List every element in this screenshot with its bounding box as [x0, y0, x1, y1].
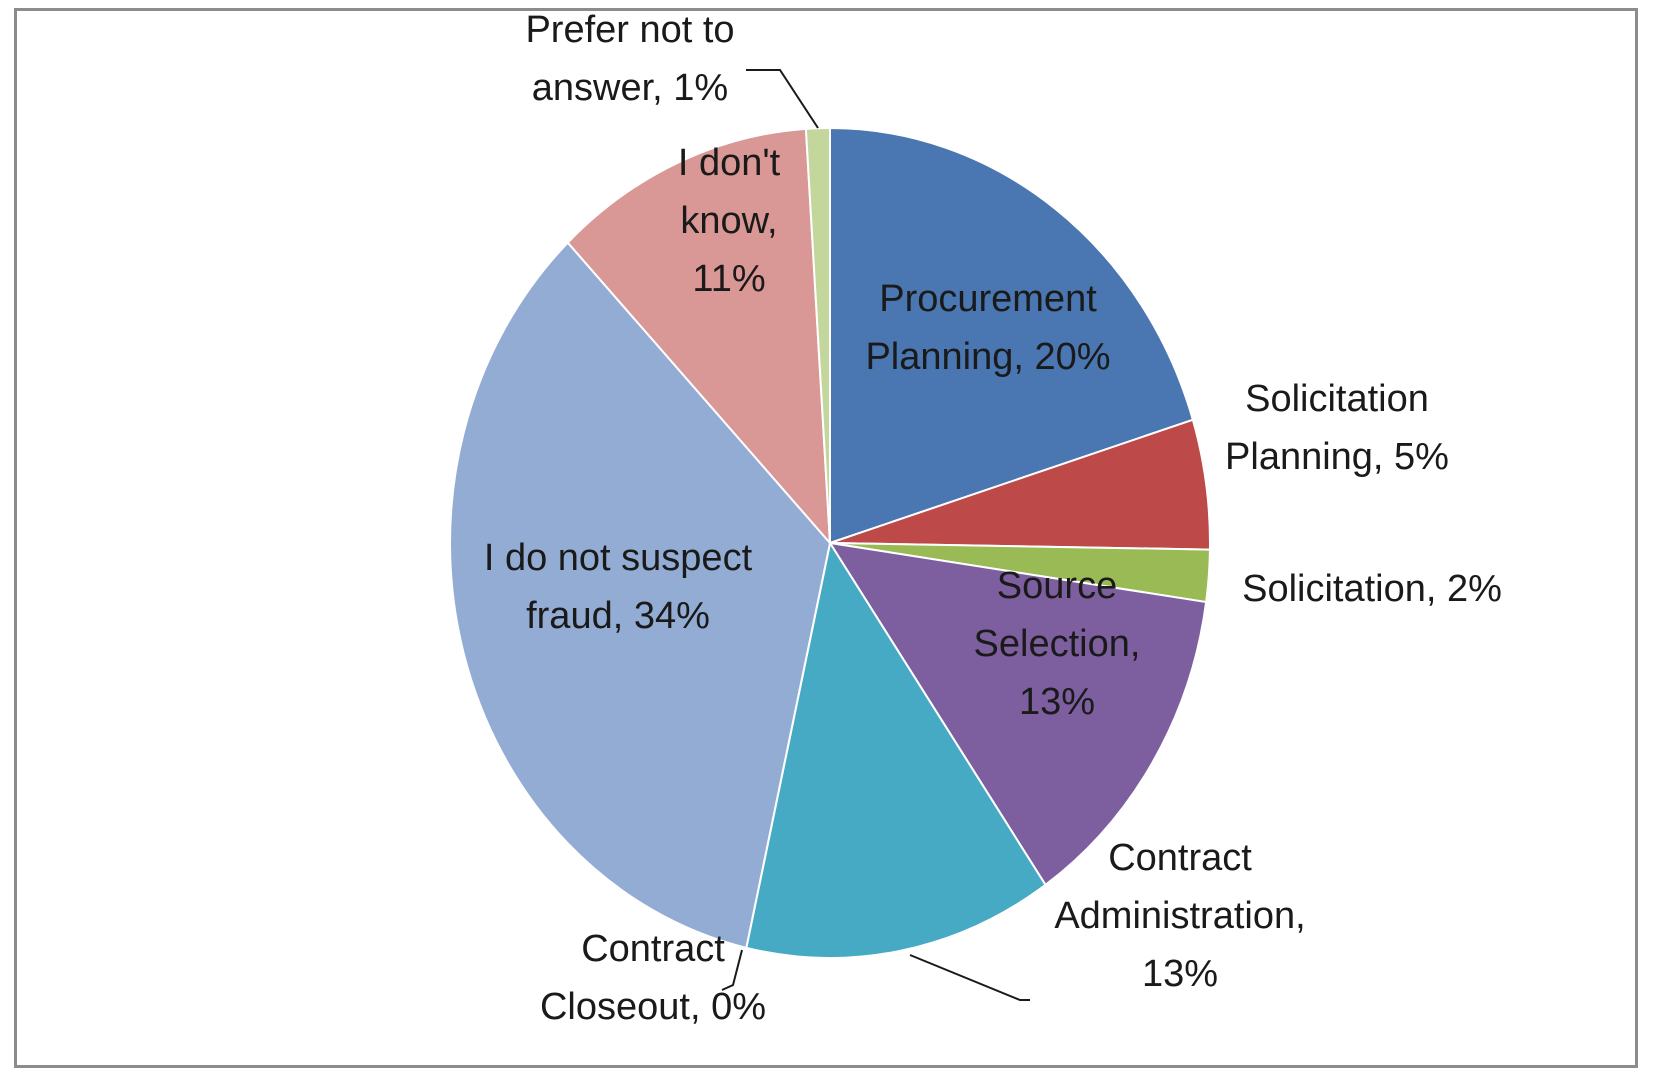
label-prefer-not-to-answer: Prefer not to answer, 1% — [525, 9, 734, 109]
label-procurement-planning: Procurement Planning, 20% — [865, 278, 1110, 378]
label-line: Contract — [581, 928, 725, 970]
slice-i-do-not-suspect-fraud — [449, 241, 832, 950]
label-solicitation-planning: Solicitation Planning, 5% — [1225, 378, 1449, 478]
label-line: Selection, — [974, 623, 1141, 665]
label-line: 13% — [1019, 681, 1095, 723]
label-line: 13% — [1142, 953, 1218, 995]
label-line: I don't — [678, 142, 781, 184]
label-line: 11% — [692, 258, 765, 300]
pie-slices — [449, 126, 1211, 959]
label-contract-closeout: Contract Closeout, 0% — [540, 928, 766, 1028]
slice-source-selection — [827, 541, 1208, 887]
label-line: answer, 1% — [532, 67, 728, 109]
leader-lines — [721, 69, 1030, 1001]
slice-contract-administration — [745, 540, 1047, 959]
label-line: Closeout, 0% — [540, 986, 766, 1028]
label-contract-administration: Contract Administration, 13% — [1054, 837, 1305, 995]
label-line: Prefer not to — [525, 9, 734, 51]
slice-procurement-planning — [829, 126, 1195, 545]
label-line: Contract — [1108, 837, 1252, 879]
slice-labels: Procurement Planning, 20% Solicitation Plan… — [484, 9, 1502, 1028]
leader-line-contract-administration — [909, 954, 1030, 1001]
label-line: Procurement — [879, 278, 1097, 320]
label-source-selection: Source Selection, 13% — [974, 565, 1141, 723]
label-line: fraud, 34% — [526, 595, 710, 637]
label-line: Planning, 20% — [865, 336, 1110, 378]
label-line: Source — [997, 565, 1117, 607]
label-line: Solicitation — [1245, 378, 1429, 420]
label-solicitation: Solicitation, 2% — [1242, 568, 1502, 610]
label-line: know, — [680, 200, 777, 242]
label-line: Solicitation, 2% — [1242, 568, 1502, 610]
label-line: Administration, — [1054, 895, 1305, 937]
leader-line-prefer-not-to-answer — [746, 69, 819, 129]
label-line: I do not suspect — [484, 537, 753, 579]
slice-i-don-t-know — [566, 127, 832, 546]
slice-prefer-not-to-answer — [804, 126, 831, 544]
leader-line-contract-closeout — [721, 949, 743, 991]
label-i-don-t-know: I don't know, 11% — [678, 142, 781, 300]
label-line: Planning, 5% — [1225, 436, 1449, 478]
label-i-do-not-suspect-fraud: I do not suspect fraud, 34% — [484, 537, 753, 637]
